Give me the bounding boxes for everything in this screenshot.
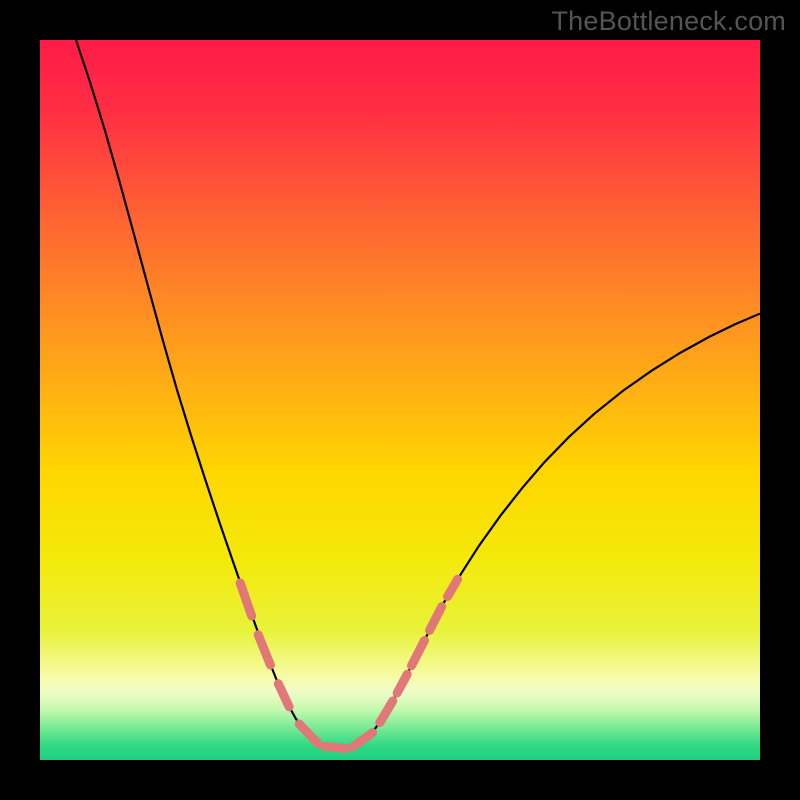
highlight-segment [324,746,345,748]
chart-svg [40,40,760,760]
gradient-background [40,40,760,760]
plot-area [40,40,760,760]
watermark-text: TheBottleneck.com [551,6,786,37]
chart-frame: TheBottleneck.com [0,0,800,800]
